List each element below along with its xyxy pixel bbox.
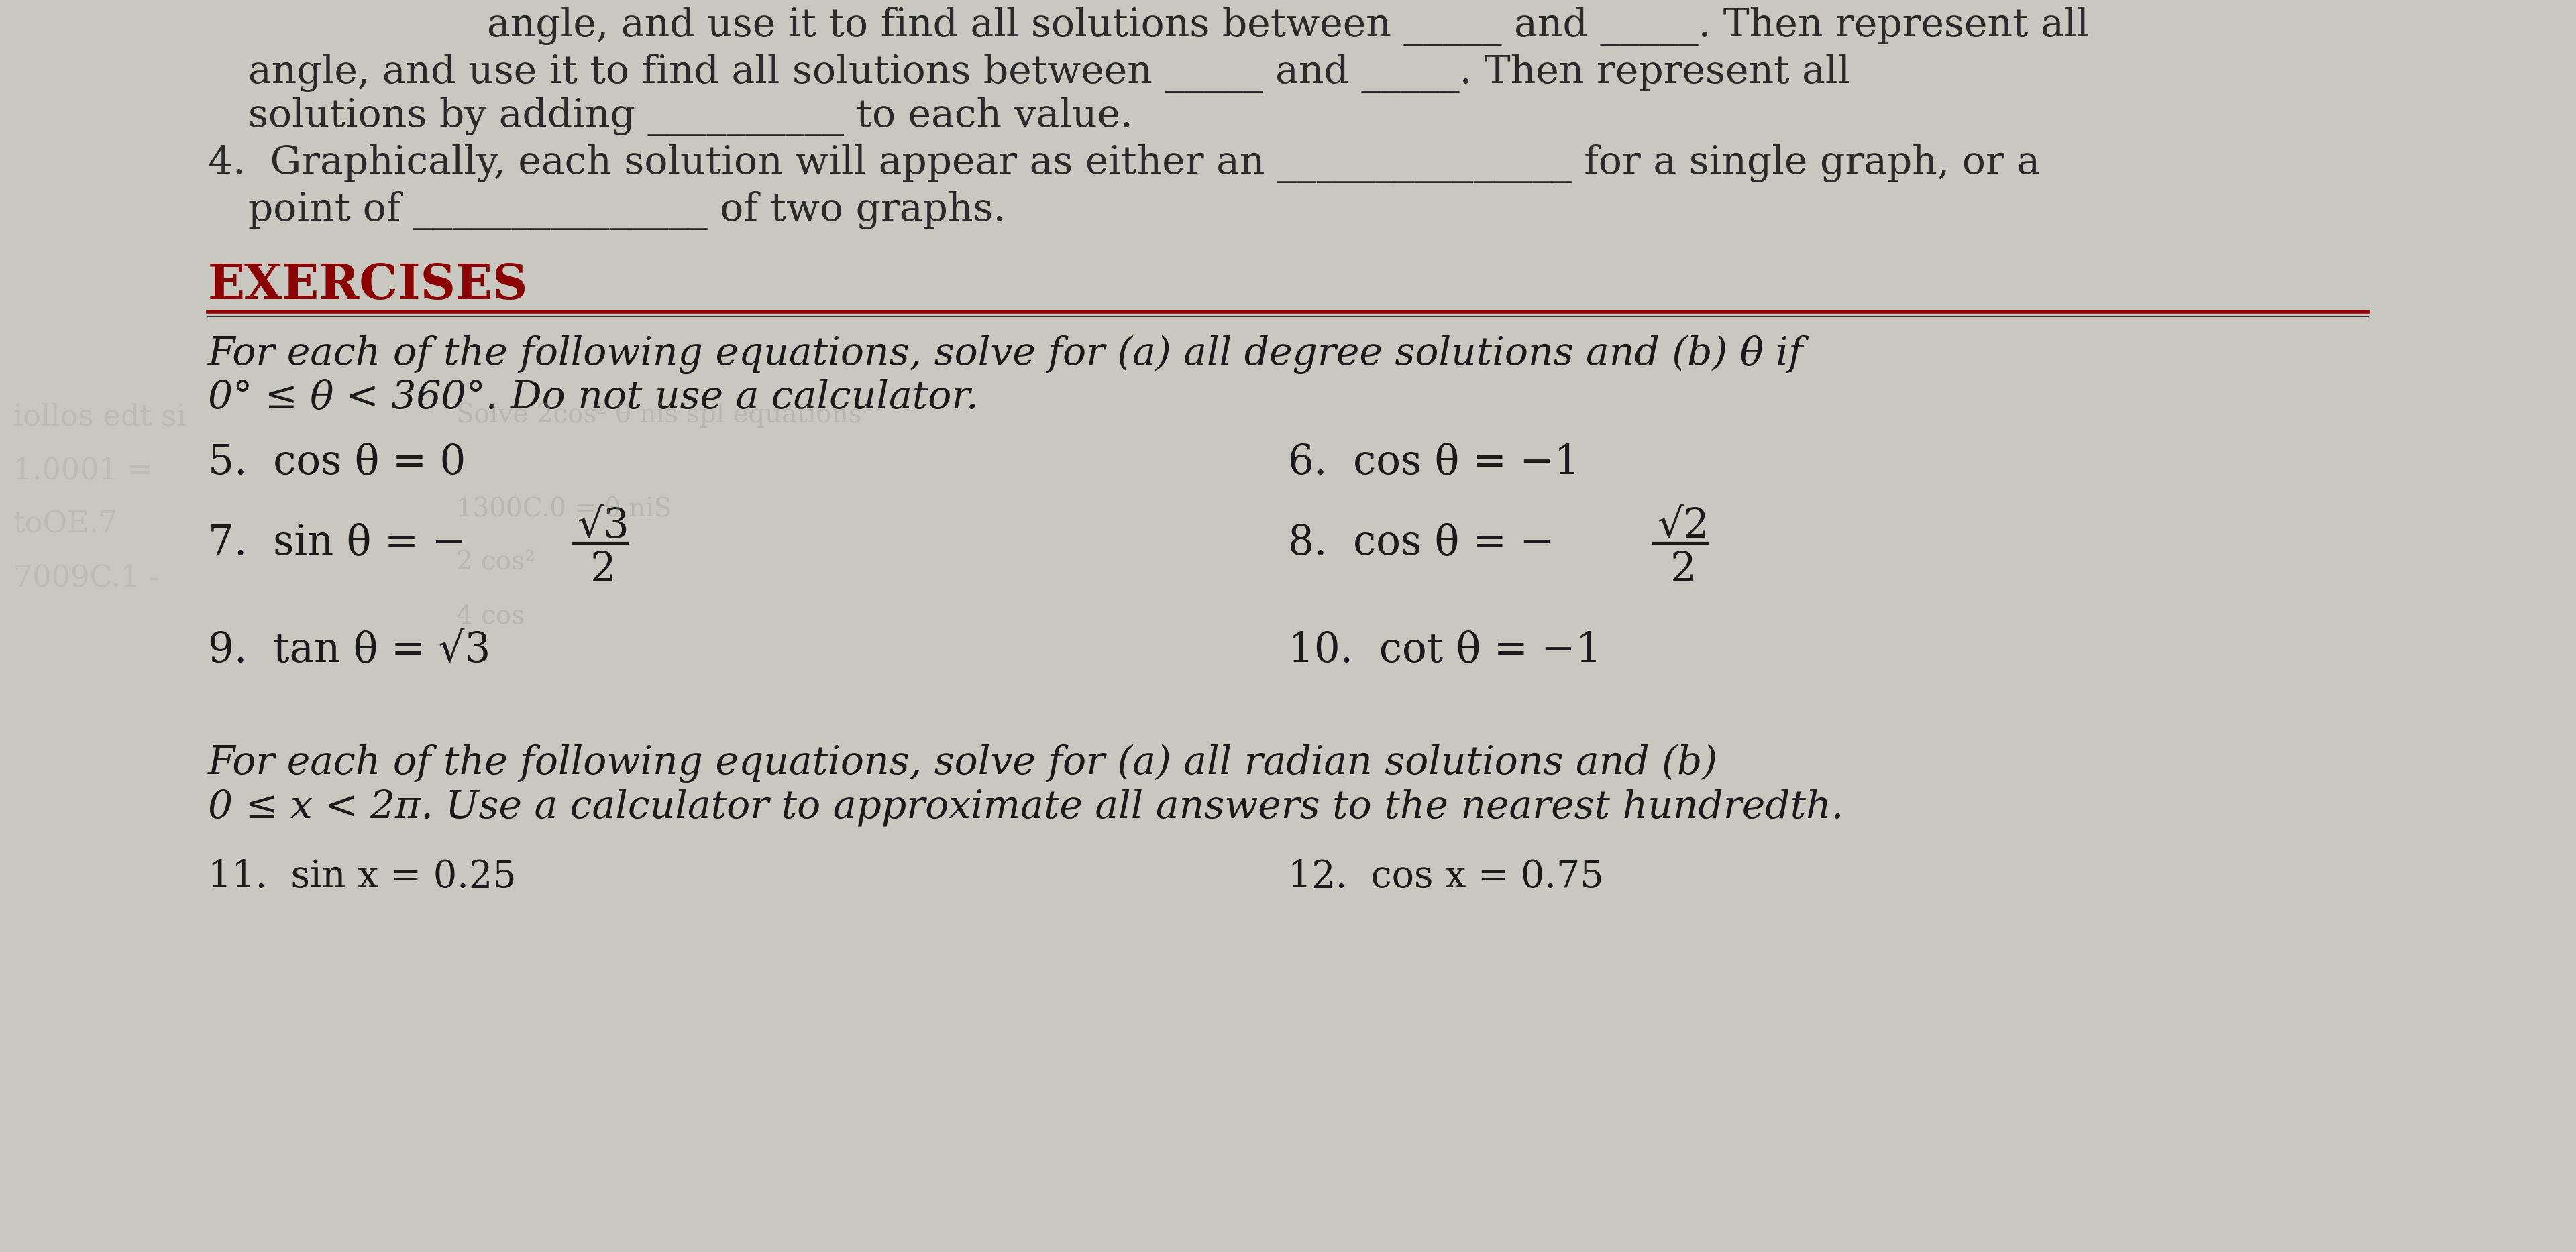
Text: 0 ≤ x < 2π. Use a calculator to approximate all answers to the nearest hundredth: 0 ≤ x < 2π. Use a calculator to approxim… [209, 788, 1844, 826]
Text: 12.  cos x = 0.75: 12. cos x = 0.75 [1288, 859, 1605, 895]
Text: angle, and use it to find all solutions between _____ and _____. Then represent : angle, and use it to find all solutions … [247, 54, 1850, 93]
Text: 2 cos²: 2 cos² [456, 550, 536, 575]
Text: 6.  cos θ = −1: 6. cos θ = −1 [1288, 443, 1579, 483]
Text: 10.  cot θ = −1: 10. cot θ = −1 [1288, 630, 1602, 671]
Text: toOE.7: toOE.7 [13, 510, 118, 538]
Text: 8.  cos θ = −: 8. cos θ = − [1288, 523, 1553, 563]
Text: Solve 2cos² θ nis spl equations: Solve 2cos² θ nis spl equations [456, 402, 863, 428]
Text: 2: 2 [1669, 550, 1698, 590]
Text: 7.  sin θ = −: 7. sin θ = − [209, 523, 466, 563]
Text: 11.  sin x = 0.25: 11. sin x = 0.25 [209, 859, 515, 895]
Text: 1.0001 =: 1.0001 = [13, 456, 162, 485]
Text: 0° ≤ θ < 360°. Do not use a calculator.: 0° ≤ θ < 360°. Do not use a calculator. [209, 379, 979, 417]
Text: √2: √2 [1656, 506, 1710, 547]
Text: iollos edt si: iollos edt si [13, 402, 185, 431]
Text: √3: √3 [577, 506, 629, 547]
Text: For each of the following equations, solve for (a) all radian solutions and (b): For each of the following equations, sol… [209, 745, 1718, 782]
Text: 1300C.0 = θ niS: 1300C.0 = θ niS [456, 496, 672, 521]
Text: solutions by adding __________ to each value.: solutions by adding __________ to each v… [247, 98, 1133, 136]
Text: 9.  tan θ = √3: 9. tan θ = √3 [209, 630, 489, 671]
Text: 4 cos: 4 cos [456, 603, 526, 629]
Text: 7009C.1 -: 7009C.1 - [13, 563, 160, 592]
Text: 2: 2 [590, 550, 616, 590]
Text: 4.  Graphically, each solution will appear as either an _______________ for a si: 4. Graphically, each solution will appea… [209, 144, 2040, 183]
Text: For each of the following equations, solve for (a) all degree solutions and (b) : For each of the following equations, sol… [209, 336, 1803, 373]
Text: EXERCISES: EXERCISES [209, 262, 528, 309]
Text: angle, and use it to find all solutions between _____ and _____. Then represent : angle, and use it to find all solutions … [487, 6, 2089, 45]
Text: 5.  cos θ = 0: 5. cos θ = 0 [209, 443, 466, 483]
Text: point of _______________ of two graphs.: point of _______________ of two graphs. [247, 192, 1005, 230]
